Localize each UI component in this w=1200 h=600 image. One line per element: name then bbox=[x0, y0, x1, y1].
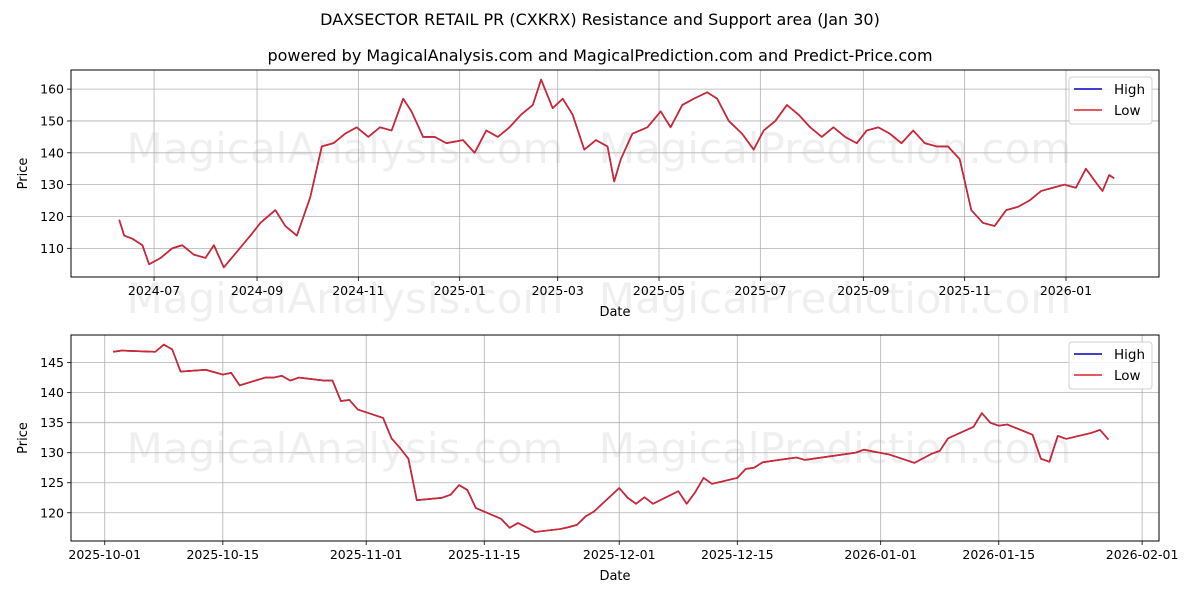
watermark-text: MagicalAnalysis.com bbox=[127, 124, 564, 173]
x-tick-label: 2025-09 bbox=[837, 283, 889, 298]
x-tick-label: 2026-01-01 bbox=[844, 547, 917, 562]
y-tick-label: 125 bbox=[40, 475, 64, 490]
x-tick-label: 2025-11-15 bbox=[448, 547, 521, 562]
legend-label-high: High bbox=[1114, 347, 1145, 363]
legend: High Low bbox=[1068, 76, 1153, 125]
x-tick-label: 2025-11-01 bbox=[330, 547, 403, 562]
watermark-text: MagicalAnalysis.com bbox=[127, 424, 564, 473]
y-tick-label: 150 bbox=[40, 113, 64, 128]
watermark-text: MagicalPrediction.com bbox=[599, 274, 1072, 323]
x-axis-label: Date bbox=[599, 569, 630, 584]
chart-title: DAXSECTOR RETAIL PR (CXKRX) Resistance a… bbox=[320, 10, 880, 29]
x-tick-label: 2025-12-01 bbox=[583, 547, 656, 562]
legend: High Low bbox=[1068, 341, 1153, 390]
x-tick-label: 2026-01 bbox=[1040, 283, 1092, 298]
axes-frame bbox=[70, 69, 1160, 278]
x-tick-label: 2024-07 bbox=[128, 283, 180, 298]
watermark-text: MagicalAnalysis.com bbox=[127, 274, 564, 323]
x-tick-label: 2025-07 bbox=[734, 283, 786, 298]
legend-label-low: Low bbox=[1114, 368, 1141, 384]
series-line-low bbox=[118, 78, 1115, 269]
y-tick-label: 140 bbox=[40, 145, 64, 160]
chart-subtitle: powered by MagicalAnalysis.com and Magic… bbox=[267, 46, 933, 65]
legend-label-high: High bbox=[1114, 82, 1145, 98]
x-tick-label: 2025-12-15 bbox=[701, 547, 774, 562]
axes-frame bbox=[70, 334, 1160, 542]
x-tick-label: 2025-03 bbox=[532, 283, 584, 298]
x-tick-label: 2025-10-01 bbox=[68, 547, 141, 562]
x-tick-label: 2026-01-15 bbox=[962, 547, 1035, 562]
x-axis-label: Date bbox=[599, 305, 630, 320]
y-tick-label: 160 bbox=[40, 82, 64, 97]
y-tick-label: 120 bbox=[40, 505, 64, 520]
y-tick-label: 140 bbox=[40, 385, 64, 400]
watermark-text: MagicalPrediction.com bbox=[599, 424, 1072, 473]
x-tick-label: 2026-02-01 bbox=[1106, 547, 1179, 562]
y-tick-label: 110 bbox=[40, 241, 64, 256]
y-tick-label: 130 bbox=[40, 177, 64, 192]
watermark-text: MagicalPrediction.com bbox=[599, 124, 1072, 173]
series-line-low bbox=[113, 343, 1110, 533]
x-tick-label: 2025-01 bbox=[434, 283, 486, 298]
y-tick-label: 120 bbox=[40, 209, 64, 224]
top-price-panel: MagicalAnalysis.com MagicalPrediction.com… bbox=[16, 69, 1160, 323]
y-axis-label: Price bbox=[16, 158, 31, 190]
y-tick-label: 135 bbox=[40, 415, 64, 430]
y-tick-label: 130 bbox=[40, 445, 64, 460]
bottom-price-panel: MagicalAnalysis.com MagicalPrediction.com… bbox=[16, 334, 1179, 584]
x-tick-label: 2025-05 bbox=[633, 283, 685, 298]
x-tick-label: 2025-11 bbox=[939, 283, 991, 298]
x-tick-label: 2024-11 bbox=[332, 283, 384, 298]
x-tick-label: 2025-10-15 bbox=[186, 547, 259, 562]
x-tick-label: 2024-09 bbox=[231, 283, 283, 298]
y-tick-label: 145 bbox=[40, 355, 64, 370]
y-axis-label: Price bbox=[16, 422, 31, 454]
legend-label-low: Low bbox=[1114, 103, 1141, 119]
